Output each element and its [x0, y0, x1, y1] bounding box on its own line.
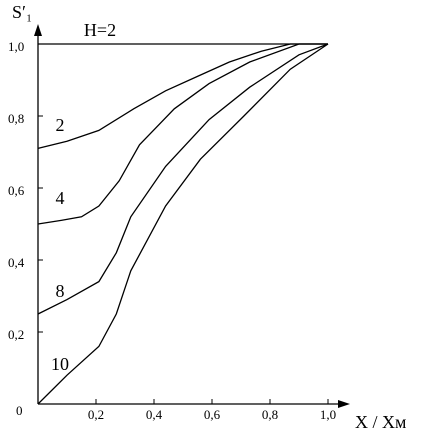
curve-label: 4: [56, 188, 65, 208]
y-tick-label: 0,2: [8, 327, 24, 342]
y-axis-arrow: [34, 24, 42, 36]
curve: [37, 43, 329, 315]
x-tick-label: 1,0: [320, 407, 336, 422]
x-tick-label: 0,2: [88, 407, 104, 422]
curve: [37, 43, 328, 150]
curve-label: 10: [51, 354, 69, 374]
y-axis-label: S′₁: [12, 2, 32, 22]
y-tick-label: 0,4: [8, 255, 25, 270]
y-tick-label: 0,6: [8, 183, 25, 198]
curve-label: H=2: [84, 20, 116, 40]
x-tick-label: 0,8: [262, 407, 278, 422]
curve: [37, 43, 329, 405]
origin-label: 0: [16, 403, 23, 418]
curve-label: 8: [56, 281, 65, 301]
y-tick-label: 0,8: [8, 111, 24, 126]
x-axis-label: X / Xм: [355, 412, 406, 432]
x-axis-arrow: [338, 400, 350, 408]
y-tick-label: 1,0: [8, 39, 24, 54]
x-tick-label: 0,6: [204, 407, 221, 422]
x-tick-label: 0,4: [146, 407, 163, 422]
curve-label: 2: [56, 115, 65, 135]
curve: [37, 43, 328, 225]
